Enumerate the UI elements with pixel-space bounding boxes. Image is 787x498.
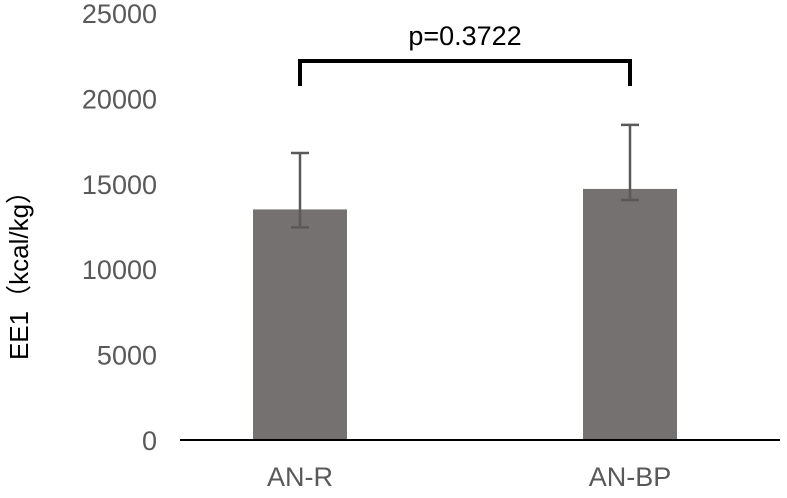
- y-tick-label: 15000: [82, 170, 157, 200]
- bars: [253, 188, 677, 440]
- y-tick-label: 5000: [97, 341, 157, 371]
- bar: [583, 188, 677, 440]
- significance-bracket: [298, 59, 632, 86]
- y-tick-label: 25000: [82, 0, 157, 29]
- bracket-line: [298, 59, 632, 86]
- y-axis-title: EE1（kcal/kg）: [4, 178, 34, 360]
- x-category-label: AN-R: [267, 462, 333, 492]
- y-axis-ticks: 0 5000 10000 15000 20000 25000: [82, 0, 157, 456]
- y-tick-label: 10000: [82, 255, 157, 285]
- y-tick-label: 0: [142, 426, 157, 456]
- x-axis-categories: AN-R AN-BP: [267, 462, 671, 492]
- bar: [253, 209, 347, 440]
- x-category-label: AN-BP: [589, 462, 672, 492]
- p-value-annotation: p=0.3722: [408, 21, 521, 51]
- error-bars: [291, 123, 639, 229]
- y-tick-label: 20000: [82, 84, 157, 114]
